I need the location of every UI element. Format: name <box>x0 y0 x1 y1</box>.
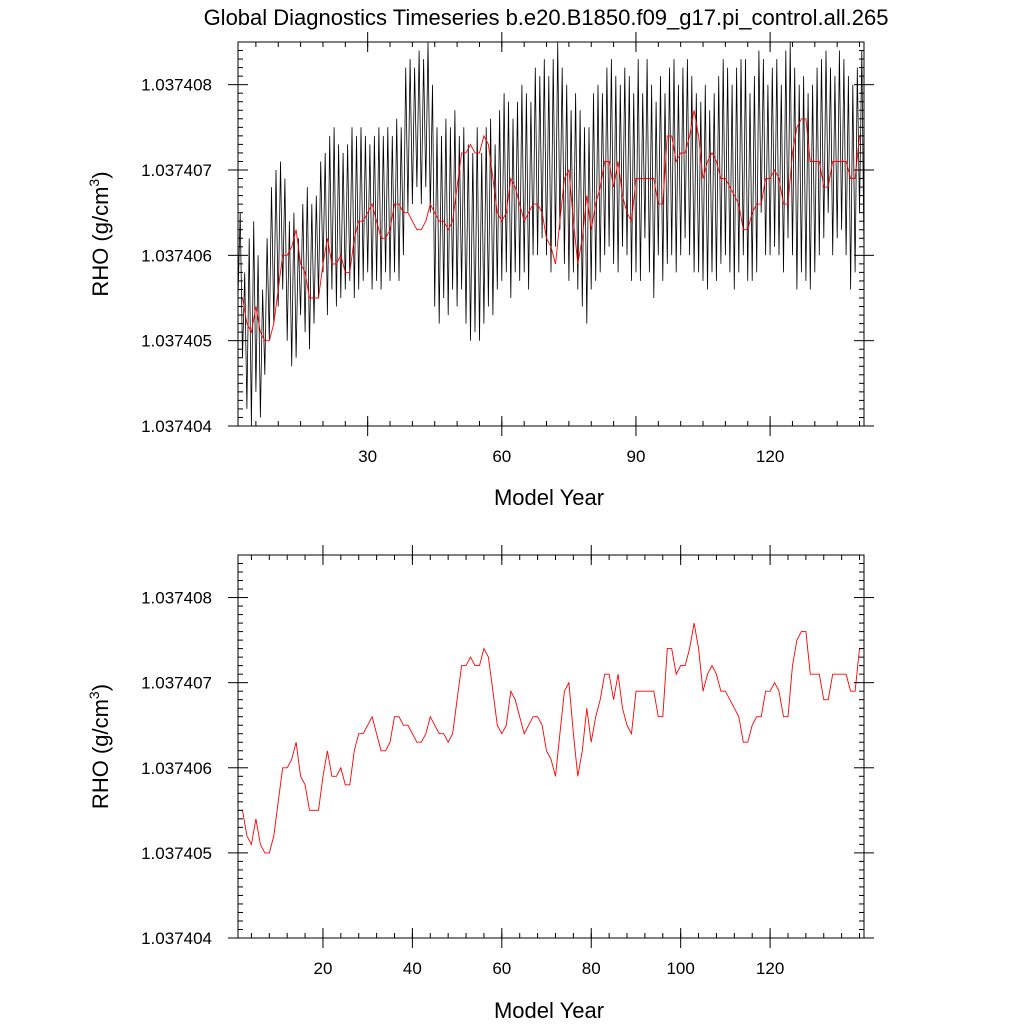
y-tick-label: 1.037407 <box>141 161 212 180</box>
x-tick-label: 60 <box>492 447 511 466</box>
y-tick-label: 1.037406 <box>141 759 212 778</box>
plot-frame <box>237 554 865 939</box>
x-tick-label: 20 <box>313 959 332 978</box>
x-tick-label: 100 <box>666 959 694 978</box>
annual-series-line <box>238 110 864 342</box>
x-tick-label: 120 <box>756 959 784 978</box>
x-tick-label: 40 <box>403 959 422 978</box>
y-tick-label: 1.037405 <box>141 332 212 351</box>
y-axis-title: RHO (g/cm3) <box>86 684 113 809</box>
y-tick-label: 1.037407 <box>141 674 212 693</box>
monthly-series-line <box>238 42 864 426</box>
y-tick-label: 1.037404 <box>141 929 212 948</box>
y-tick-label: 1.037404 <box>141 417 212 436</box>
y-axis-title: RHO (g/cm3) <box>86 171 113 296</box>
annual-series-line <box>238 623 864 854</box>
x-tick-label: 120 <box>756 447 784 466</box>
plot-frame <box>237 41 865 427</box>
x-tick-label: 90 <box>626 447 645 466</box>
x-tick-label: 60 <box>492 959 511 978</box>
y-tick-label: 1.037405 <box>141 844 212 863</box>
x-tick-label: 80 <box>582 959 601 978</box>
y-tick-label: 1.037408 <box>141 76 212 95</box>
panel-bottom: 20 40 60 80 100 120 1.037404 1.037405 1.037406 1.… <box>86 545 874 1023</box>
y-tick-label: 1.037408 <box>141 589 212 608</box>
x-tick-label: 30 <box>358 447 377 466</box>
y-tick-label: 1.037406 <box>141 246 212 265</box>
panel-top: 30 60 90 120 1.037404 1.037405 1.037406 1.03740… <box>86 32 874 510</box>
chart-title: Global Diagnostics Timeseries b.e20.B185… <box>204 5 889 30</box>
x-axis-title: Model Year <box>494 998 604 1023</box>
x-axis-title: Model Year <box>494 485 604 510</box>
